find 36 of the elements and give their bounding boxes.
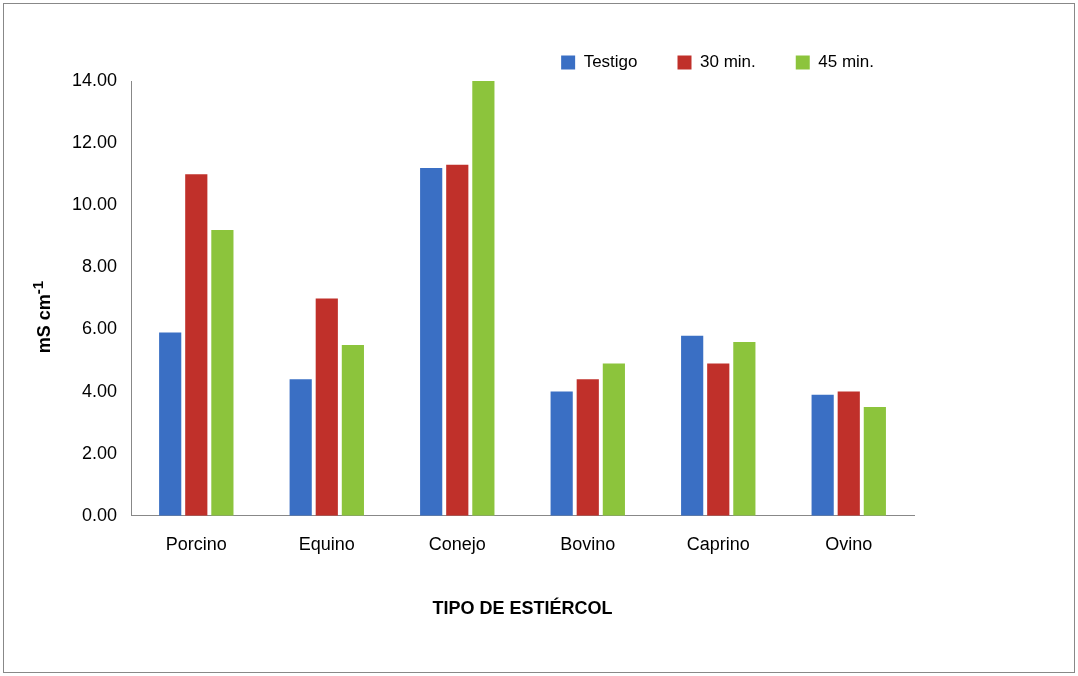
legend-label: 45 min.	[818, 52, 874, 72]
bar	[420, 167, 443, 516]
x-axis-title: TIPO DE ESTIÉRCOL	[432, 597, 613, 619]
y-tick-label: 10.00	[72, 194, 118, 215]
bar	[446, 164, 469, 516]
x-tick-label: Caprino	[686, 533, 750, 554]
x-tick-label: Bovino	[560, 533, 616, 554]
bar	[211, 230, 234, 516]
y-tick-label: 8.00	[82, 256, 118, 277]
y-tick-label: 12.00	[72, 132, 118, 153]
bar	[602, 363, 625, 516]
bar	[837, 391, 860, 516]
bar	[341, 344, 364, 516]
y-tick-label: 6.00	[82, 318, 118, 339]
y-tick-label: 14.00	[72, 69, 118, 90]
bar	[159, 332, 182, 516]
x-tick-label: Equino	[298, 533, 355, 554]
bar	[707, 363, 730, 516]
x-tick-label: Porcino	[165, 533, 227, 554]
y-tick-label: 2.00	[82, 442, 118, 463]
bar	[472, 81, 495, 516]
y-tick-label: 4.00	[82, 380, 118, 401]
legend-label: Testigo	[583, 52, 638, 72]
bar	[185, 174, 208, 516]
bar	[733, 341, 756, 516]
legend-label: 30 min.	[700, 52, 756, 72]
bar	[811, 394, 834, 516]
y-tick-label: 0.00	[82, 504, 118, 525]
bar	[315, 298, 338, 516]
bar	[576, 379, 599, 516]
bar	[681, 335, 704, 516]
bar	[550, 391, 573, 516]
x-tick-label: Ovino	[825, 533, 873, 554]
x-tick-label: Conejo	[428, 533, 486, 554]
bar	[863, 407, 886, 516]
bar	[289, 379, 312, 516]
